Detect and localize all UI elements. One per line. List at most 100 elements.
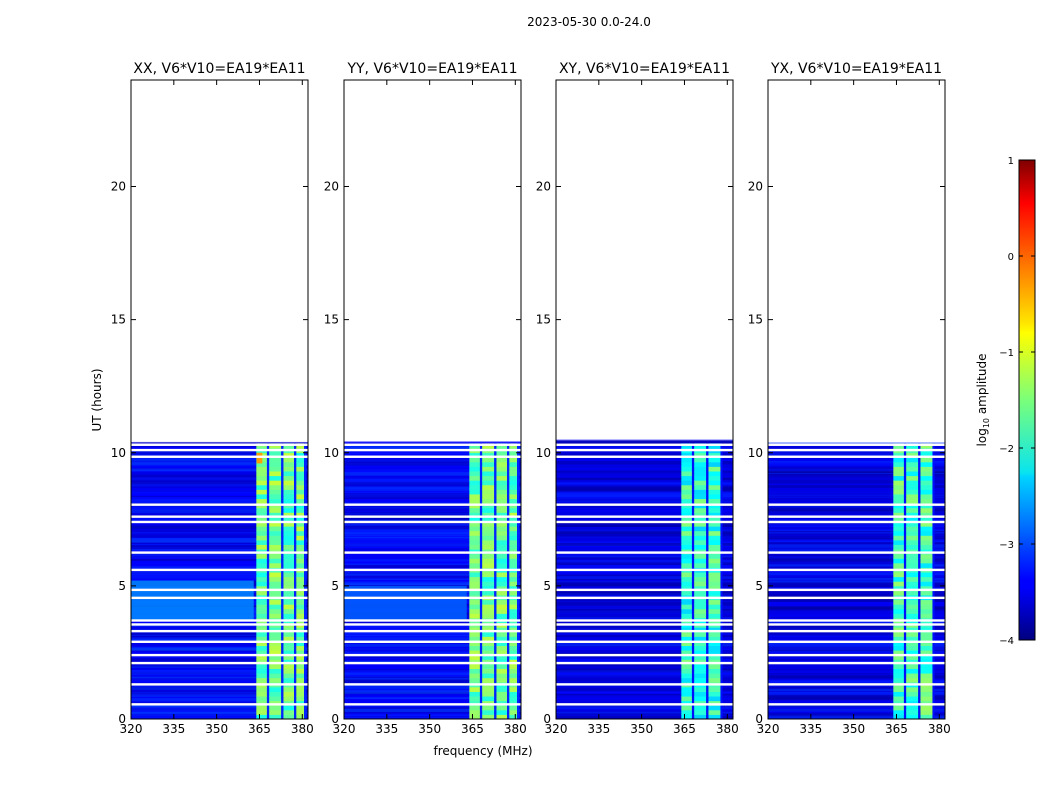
band-cell	[708, 650, 721, 656]
band-cell	[694, 475, 707, 481]
band-cell	[482, 581, 495, 587]
band-cell	[256, 608, 267, 614]
band-cell	[269, 521, 282, 527]
noise-streak	[344, 582, 521, 585]
band-cell	[681, 562, 692, 568]
noise-streak	[344, 559, 521, 562]
band-cell	[469, 498, 480, 504]
band-cell	[681, 668, 692, 674]
band-cell	[269, 544, 282, 550]
band-cell	[482, 489, 495, 495]
band-cell	[694, 553, 707, 559]
y-tick-label: 15	[111, 313, 126, 327]
band-cell	[920, 599, 933, 605]
noise-streak	[556, 519, 733, 522]
noise-streak	[131, 535, 308, 537]
band-cell	[256, 668, 267, 674]
band-cell	[906, 507, 919, 513]
band-cell	[296, 470, 305, 477]
noise-streak	[344, 634, 521, 637]
band-cell	[469, 691, 480, 697]
band-cell	[269, 475, 282, 481]
band-cell	[482, 470, 495, 477]
x-tick-label: 365	[885, 722, 908, 736]
band-cell	[482, 539, 495, 545]
noise-streak	[344, 685, 521, 688]
flagged-row	[768, 520, 945, 524]
band-cell	[708, 590, 721, 596]
band-cell	[469, 654, 480, 660]
band-cell	[708, 470, 721, 477]
noise-streak	[556, 711, 733, 715]
x-tick-label: 380	[504, 722, 527, 736]
band-cell	[296, 530, 305, 536]
band-cell	[283, 489, 295, 495]
noise-streak	[344, 697, 521, 700]
noise-streak	[768, 582, 945, 584]
colorbar-tick-label: −3	[999, 540, 1014, 551]
flagged-row	[768, 568, 945, 572]
noise-streak	[344, 481, 521, 486]
y-tick-label: 10	[536, 446, 551, 460]
band-cell	[906, 539, 919, 545]
noise-streak	[768, 707, 945, 711]
noise-streak	[344, 494, 521, 499]
band-cell	[256, 539, 267, 545]
band-cell	[906, 677, 919, 683]
noise-streak	[768, 490, 945, 495]
band-gap	[281, 443, 284, 719]
band-cell	[283, 544, 295, 550]
subplot-xx: XX, V6*V10=EA19*EA11 320 335 350 365 380 0 5 10 1…	[111, 61, 314, 736]
band-cell	[256, 466, 267, 472]
band-cell	[469, 489, 480, 495]
band-cell	[283, 631, 295, 637]
colorbar-label-rest: amplitude	[975, 354, 989, 418]
band-cell	[296, 636, 305, 642]
band-cell	[708, 636, 721, 642]
noise-streak	[131, 549, 308, 551]
band-cell	[694, 659, 707, 665]
band-cell	[269, 498, 282, 504]
band-cell	[269, 452, 282, 458]
band-cell	[256, 696, 267, 702]
band-cell	[694, 636, 707, 642]
band-cell	[906, 466, 919, 472]
feature-region	[131, 580, 254, 621]
band-cell	[906, 590, 919, 596]
flagged-row	[556, 596, 733, 600]
band-cell	[269, 489, 282, 495]
band-cell	[694, 558, 707, 564]
band-cell	[283, 470, 295, 477]
band-cell	[893, 659, 904, 665]
heatmap-image	[556, 439, 733, 720]
x-tick-label: 350	[418, 722, 441, 736]
noise-streak	[556, 689, 733, 694]
noise-streak	[344, 510, 521, 514]
noise-streak	[768, 697, 945, 699]
band-cell	[496, 636, 508, 642]
noise-streak	[768, 606, 945, 610]
noise-streak	[131, 672, 308, 676]
band-cell	[509, 498, 518, 504]
noise-streak	[344, 676, 521, 679]
colorbar-tick-label: −1	[999, 348, 1014, 359]
band-cell	[893, 521, 904, 527]
noise-streak	[556, 511, 733, 515]
band-cell	[509, 535, 518, 541]
noise-streak	[768, 608, 945, 611]
noise-streak	[556, 527, 733, 529]
band-cell	[893, 686, 904, 692]
band-cell	[920, 443, 933, 449]
flagged-row	[556, 588, 733, 592]
band-cell	[296, 714, 305, 720]
noise-streak	[556, 598, 733, 603]
flagged-row	[768, 629, 945, 633]
noise-streak	[344, 567, 521, 570]
noise-streak	[768, 544, 945, 548]
band-cell	[920, 452, 933, 458]
noise-streak	[131, 656, 308, 659]
noise-streak	[768, 539, 945, 542]
flagged-row	[556, 683, 733, 686]
y-tick-label: 0	[331, 712, 339, 726]
noise-streak	[131, 676, 308, 679]
